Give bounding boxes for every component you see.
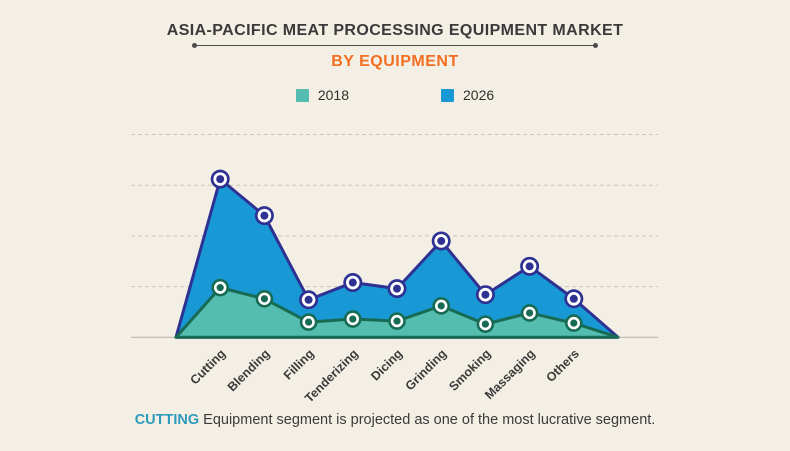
legend-swatch-2018	[295, 89, 309, 102]
chart-subtitle: BY EQUIPMENT	[331, 53, 459, 70]
marker-dot	[216, 284, 224, 292]
legend-label-2026: 2026	[463, 87, 495, 103]
x-label-grinding: Grinding	[403, 347, 450, 394]
marker-dot	[569, 294, 578, 303]
x-label-others: Others	[544, 346, 582, 384]
divider-dot-left	[192, 43, 197, 48]
marker-dot	[526, 309, 534, 317]
footer-highlight: CUTTING	[134, 412, 200, 428]
marker-dot	[349, 315, 357, 323]
chart-title: ASIA-PACIFIC MEAT PROCESSING EQUIPMENT M…	[166, 22, 624, 39]
marker-dot	[260, 295, 268, 303]
marker-dot	[304, 295, 313, 304]
legend-item-2026: 2026	[441, 87, 495, 103]
marker-dot	[393, 284, 401, 293]
marker-dot	[437, 236, 446, 245]
legend-item-2018: 2018	[295, 87, 349, 103]
legend: 2018 2026	[0, 87, 790, 103]
marker-dot	[570, 319, 578, 327]
marker-dot	[348, 278, 357, 287]
marker-dot	[260, 211, 269, 220]
x-label-dicing: Dicing	[368, 347, 405, 384]
footer-text: Equipment segment is projected as one of…	[203, 412, 656, 428]
marker-dot	[437, 302, 445, 310]
area-2026	[174, 177, 620, 339]
marker-dot	[393, 317, 401, 325]
marker-dot	[216, 175, 225, 184]
marker-dot	[481, 320, 489, 328]
footer-note: CUTTING Equipment segment is projected a…	[0, 411, 790, 429]
x-label-filling: Filling	[281, 347, 317, 383]
marker-dot	[525, 262, 534, 271]
marker-dot	[305, 318, 313, 326]
title-divider	[192, 43, 598, 48]
marker-dot	[481, 290, 490, 299]
legend-label-2018: 2018	[317, 87, 349, 103]
x-label-blending: Blending	[225, 347, 273, 395]
x-label-cutting: Cutting	[187, 347, 228, 388]
legend-swatch-2026	[441, 89, 454, 102]
divider-dot-right	[593, 43, 598, 48]
